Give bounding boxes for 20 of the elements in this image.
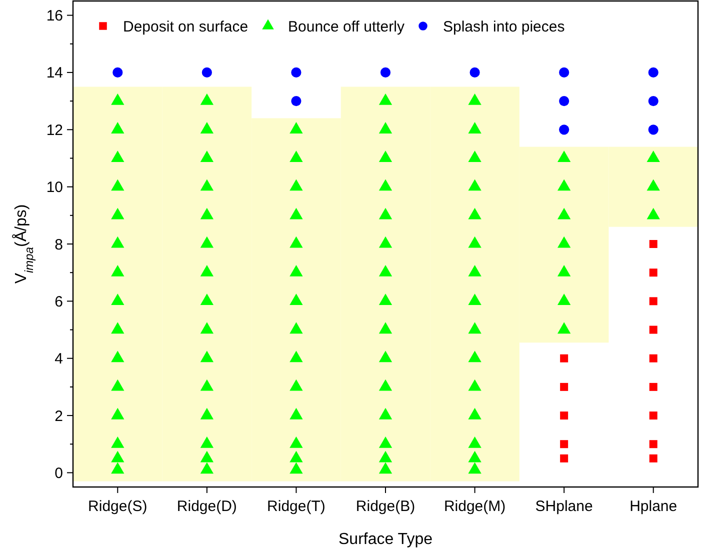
y-tick-label: 16 [46,8,63,25]
x-tick-label: Ridge(T) [267,498,326,515]
legend-label: Deposit on surface [123,18,248,36]
x-tick-label: Ridge(M) [444,498,506,515]
x-tick-label: Ridge(D) [176,498,237,515]
x-tick-label: Ridge(S) [88,498,148,515]
y-tick-label: 14 [46,64,63,82]
legend-label: Bounce off utterly [288,18,405,36]
y-tick-label: 2 [54,408,63,425]
legend-label: Splash into pieces [443,18,565,36]
x-tick-label: Ridge(B) [356,498,416,515]
x-tick-label: Hplane [630,498,678,515]
y-tick-label: 0 [54,464,63,482]
y-tick-label: 12 [46,122,63,139]
y-tick-label: 4 [54,350,63,368]
y-tick-label: 6 [54,293,63,310]
y-tick-label: 8 [54,236,63,254]
y-tick-label: 10 [46,179,63,196]
x-axis-title: Surface Type [338,531,433,548]
x-tick-label: SHplane [535,498,593,515]
